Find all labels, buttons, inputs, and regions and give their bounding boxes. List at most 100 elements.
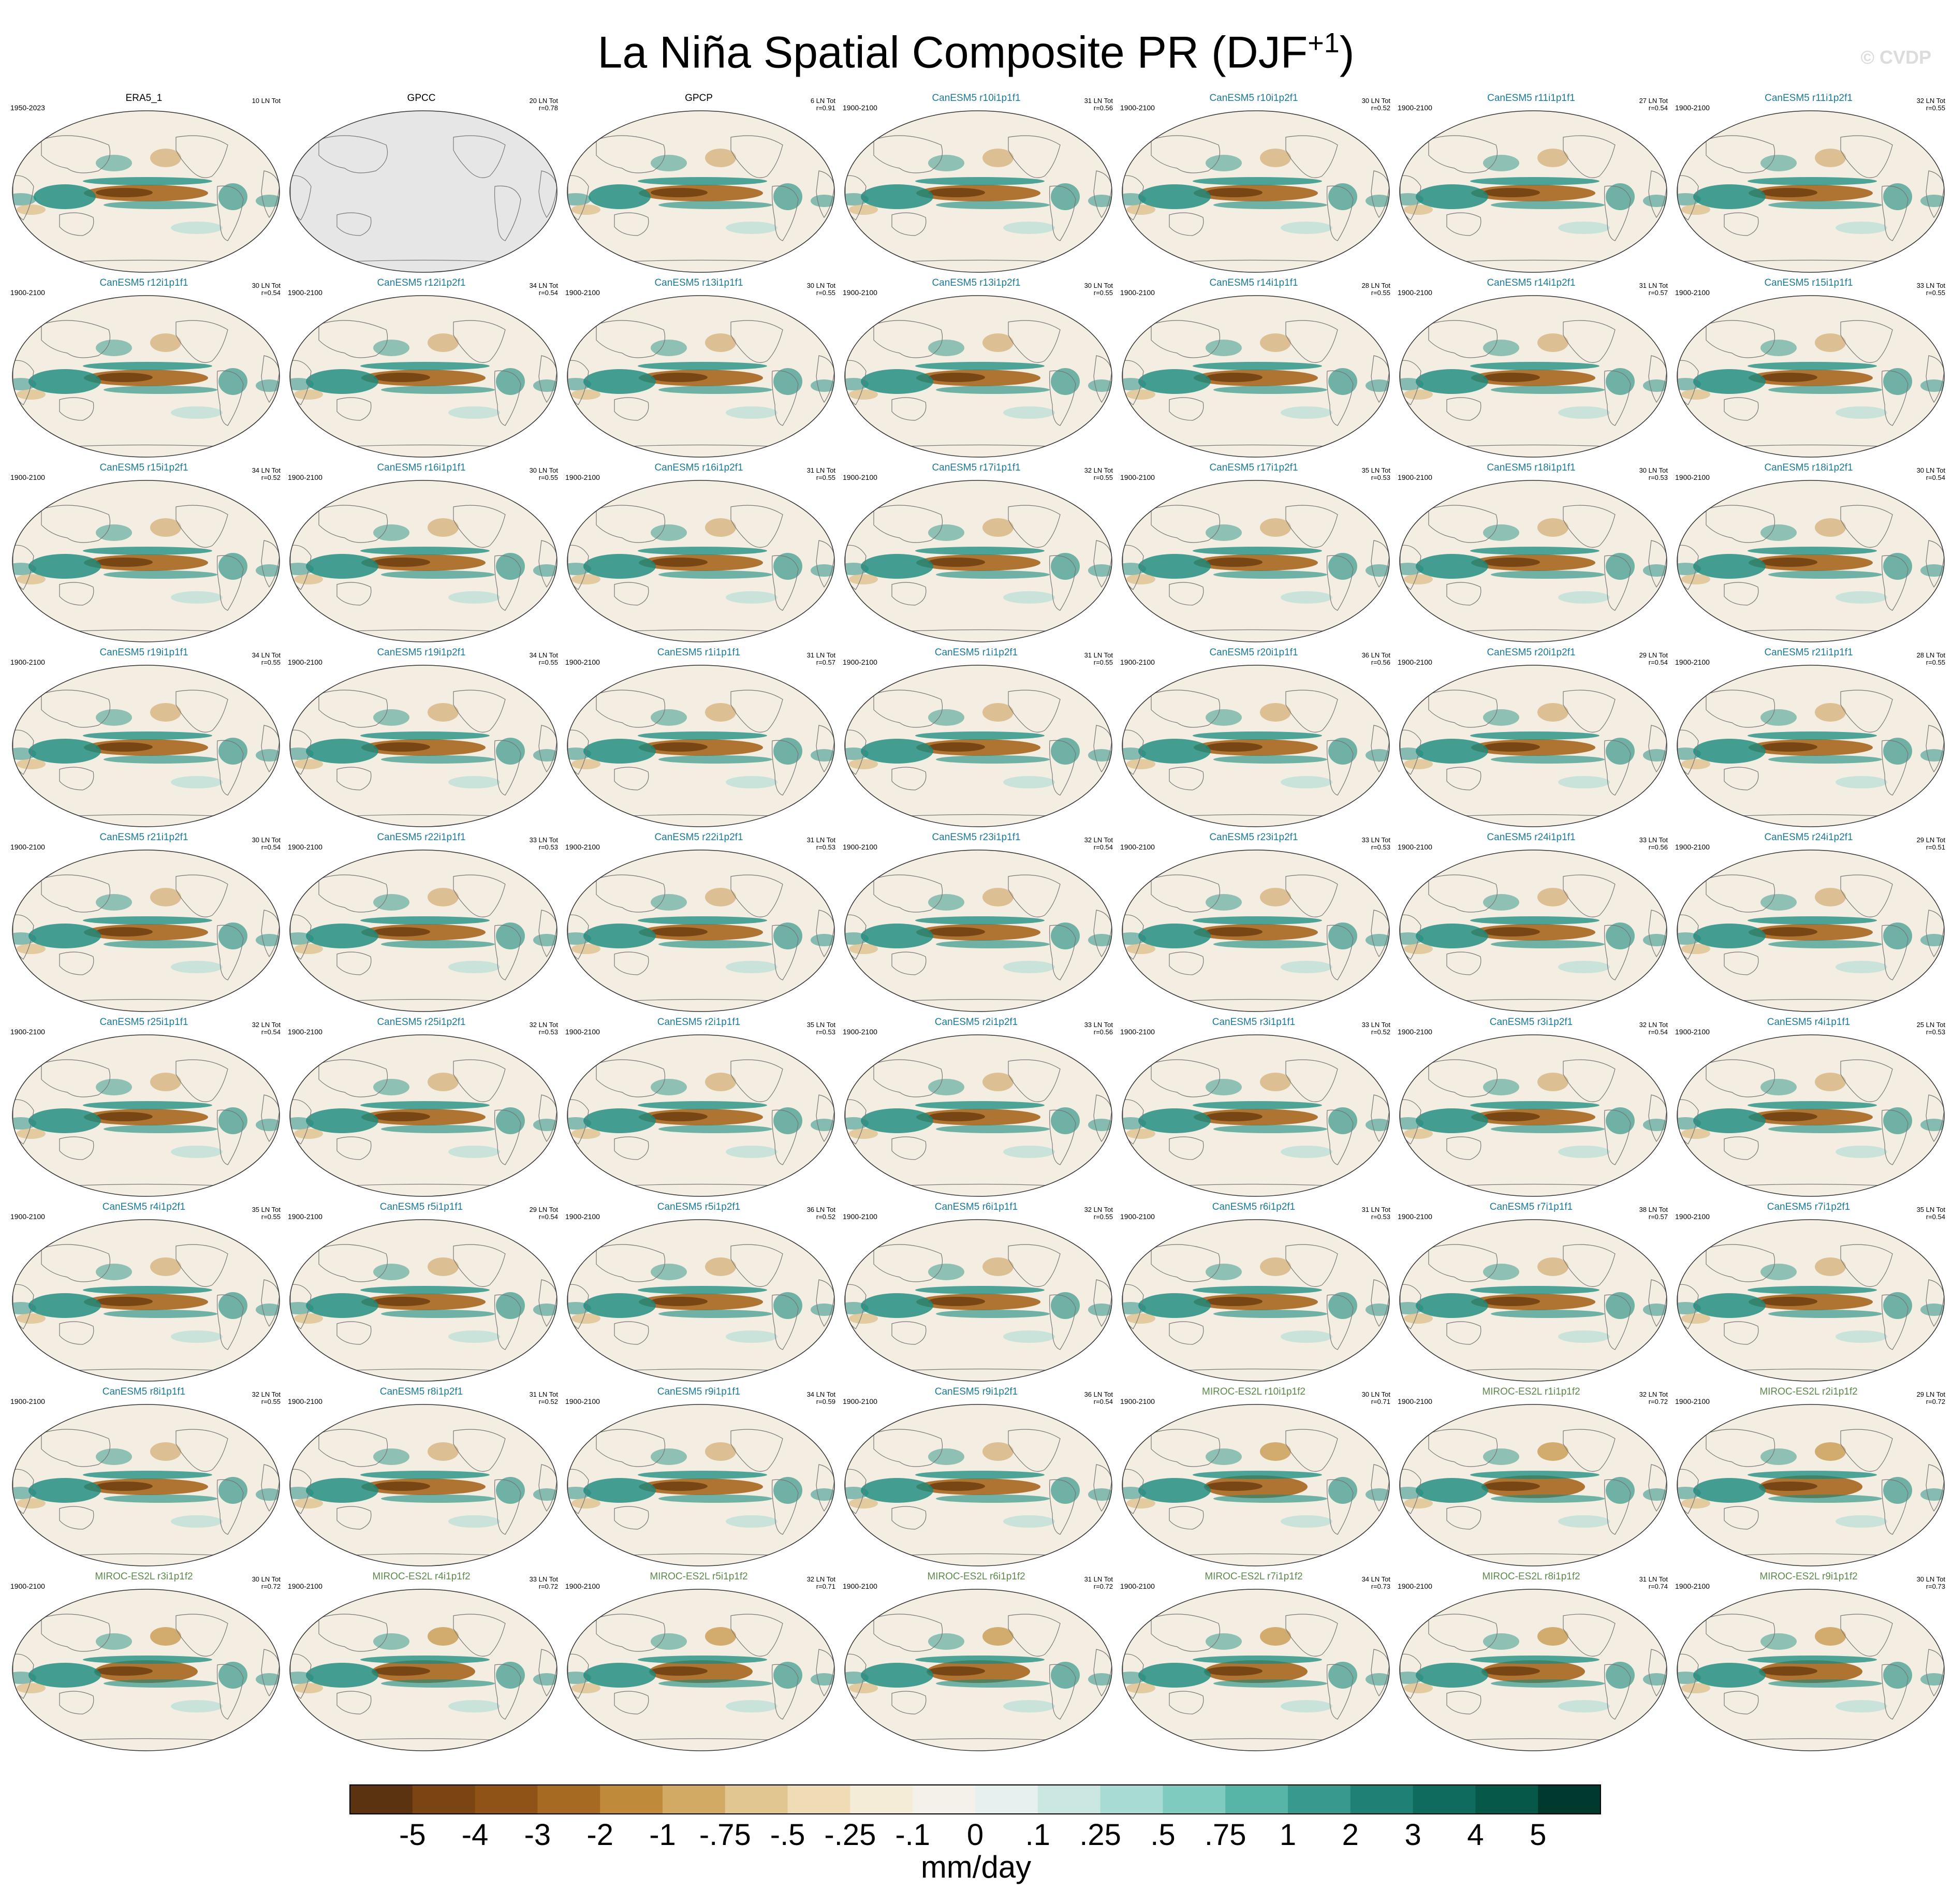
panel-years: 1900-2100: [1398, 1212, 1432, 1221]
map: [567, 1589, 835, 1751]
panel-pattern-correlation: r=0.54: [1093, 843, 1113, 851]
wet-anomaly-maritime: [861, 1663, 933, 1688]
colorbar-swatch: [600, 1785, 663, 1814]
dry-anomaly-north-pacific: [1815, 1442, 1846, 1461]
panel-event-count: 33 LN Tot: [1916, 282, 1945, 289]
wet-anomaly-south: [936, 386, 1050, 394]
north-america-coastline: [1563, 874, 1616, 917]
panel-stats: 10 LN Tot: [252, 97, 281, 105]
map: [1399, 1589, 1667, 1751]
map: [12, 850, 280, 1012]
dry-anomaly-core: [651, 373, 708, 382]
map-panel: MIROC-ES2L r6i1p1f2 1900-2100 31 LN Tot r=0…: [838, 1571, 1115, 1755]
panel-years: 1900-2100: [565, 1212, 600, 1221]
panel-years: 1900-2100: [10, 473, 45, 481]
panel-years: 1900-2100: [288, 1212, 322, 1221]
wet-anomaly-maritime: [1693, 924, 1766, 948]
wet-anomaly-north: [915, 731, 1045, 740]
australia-coastline: [1446, 1136, 1481, 1160]
wet-anomaly-north-pacific: [1483, 1264, 1519, 1280]
dry-anomaly-indian-ocean: [571, 759, 600, 769]
panel-event-count: 32 LN Tot: [1916, 97, 1945, 105]
australia-coastline: [891, 212, 927, 236]
wet-anomaly-south-america: [496, 1292, 525, 1319]
panel-pattern-correlation: r=0.54: [1926, 1213, 1945, 1221]
map: [1677, 110, 1945, 273]
dry-anomaly-north-pacific: [150, 1073, 181, 1091]
panel-title: CanESM5 r19i1p2f1: [377, 647, 466, 658]
dry-anomaly-core: [373, 373, 430, 382]
panel-years: 1900-2100: [565, 473, 600, 481]
colorbar-swatch: [1538, 1785, 1601, 1814]
dry-anomaly-core: [373, 1666, 430, 1676]
wet-anomaly-north-pacific: [1206, 155, 1242, 171]
africa-east-coastline: [261, 725, 280, 773]
wet-anomaly-south-america: [218, 553, 247, 580]
south-america-coastline: [1326, 1479, 1354, 1535]
panel-years: 1900-2100: [10, 658, 45, 666]
map-border: [844, 295, 1112, 458]
north-america-coastline: [175, 1059, 228, 1102]
wet-anomaly-maritime: [1138, 739, 1211, 764]
wet-anomaly-south-america: [1883, 922, 1912, 949]
map: [1122, 110, 1390, 273]
panel-pattern-correlation: r=0.55: [1371, 289, 1390, 297]
panel-event-count: 30 LN Tot: [252, 836, 281, 844]
map-panel: GPCC 20 LN Tot r=0.78: [283, 92, 560, 276]
map-border: [289, 1404, 557, 1566]
wet-anomaly-north-pacific: [928, 709, 964, 726]
panel-stats: 32 LN Tot r=0.54: [252, 1021, 281, 1036]
panel-stats: 30 LN Tot r=0.54: [252, 282, 281, 297]
colorbar-swatch: [725, 1785, 788, 1814]
map-panel: CanESM5 r4i1p1f1 1900-2100 25 LN Tot r=0.53: [1670, 1016, 1947, 1200]
wet-anomaly-south-pacific: [1003, 776, 1055, 788]
dry-anomaly-indian-ocean: [1404, 944, 1433, 954]
map: [12, 480, 280, 642]
panel-stats: 31 LN Tot r=0.72: [1084, 1576, 1113, 1590]
wet-anomaly-south-america: [1328, 1662, 1357, 1689]
wet-anomaly-south-america: [1328, 368, 1357, 395]
panel-pattern-correlation: r=0.55: [1093, 474, 1113, 481]
wet-anomaly-north: [1193, 362, 1322, 370]
dry-anomaly-indian-ocean: [1404, 1683, 1433, 1693]
wet-anomaly-south: [658, 386, 772, 394]
wet-anomaly-south: [104, 1495, 217, 1503]
dry-anomaly-core: [96, 558, 153, 567]
panel-event-count: 34 LN Tot: [252, 651, 281, 659]
africa-east-coastline: [1648, 1464, 1667, 1512]
wet-anomaly-north-pacific: [373, 524, 409, 541]
africa-east-coastline: [261, 355, 280, 403]
wet-anomaly-north: [915, 547, 1045, 555]
dry-anomaly-core: [1760, 188, 1817, 197]
wet-anomaly-maritime: [1693, 184, 1766, 209]
map-border: [289, 665, 557, 827]
panel-years: 1900-2100: [1675, 1028, 1710, 1036]
dry-anomaly-indian-ocean: [1404, 1313, 1433, 1324]
colorbar-tick-label: .5: [1150, 1818, 1175, 1852]
panel-event-count: 28 LN Tot: [1361, 282, 1390, 289]
australia-coastline: [59, 582, 94, 606]
dry-anomaly-north-pacific: [982, 1257, 1014, 1276]
panel-stats: 33 LN Tot r=0.56: [1639, 837, 1668, 851]
map: [1399, 480, 1667, 642]
dry-anomaly-north-pacific: [1815, 149, 1846, 167]
panel-years: 1900-2100: [1120, 104, 1155, 112]
map-panel: ERA5_1 1950-2023 10 LN Tot: [5, 92, 283, 276]
wet-anomaly-maritime: [583, 554, 656, 579]
wet-anomaly-south-pacific: [171, 1146, 223, 1158]
panel-title: CanESM5 r3i1p2f1: [1489, 1017, 1573, 1028]
wet-anomaly-south-pacific: [1003, 1515, 1055, 1528]
south-america-coastline: [1049, 1109, 1076, 1165]
panel-pattern-correlation: r=0.73: [1926, 1583, 1945, 1590]
map-panel: CanESM5 r6i1p1f1 1900-2100 32 LN Tot r=0.55: [838, 1201, 1115, 1385]
north-america-coastline: [453, 1429, 506, 1472]
dry-anomaly-indian-ocean: [17, 389, 46, 400]
dry-anomaly-core: [1206, 1297, 1263, 1306]
dry-anomaly-core: [928, 927, 985, 936]
africa-east-coastline: [538, 170, 557, 218]
wet-anomaly-north: [360, 1286, 490, 1294]
dry-anomaly-indian-ocean: [1681, 1129, 1710, 1139]
asia-coastline: [873, 1244, 943, 1282]
wet-anomaly-south-america: [1606, 922, 1635, 949]
africa-east-coastline: [1648, 1094, 1667, 1143]
